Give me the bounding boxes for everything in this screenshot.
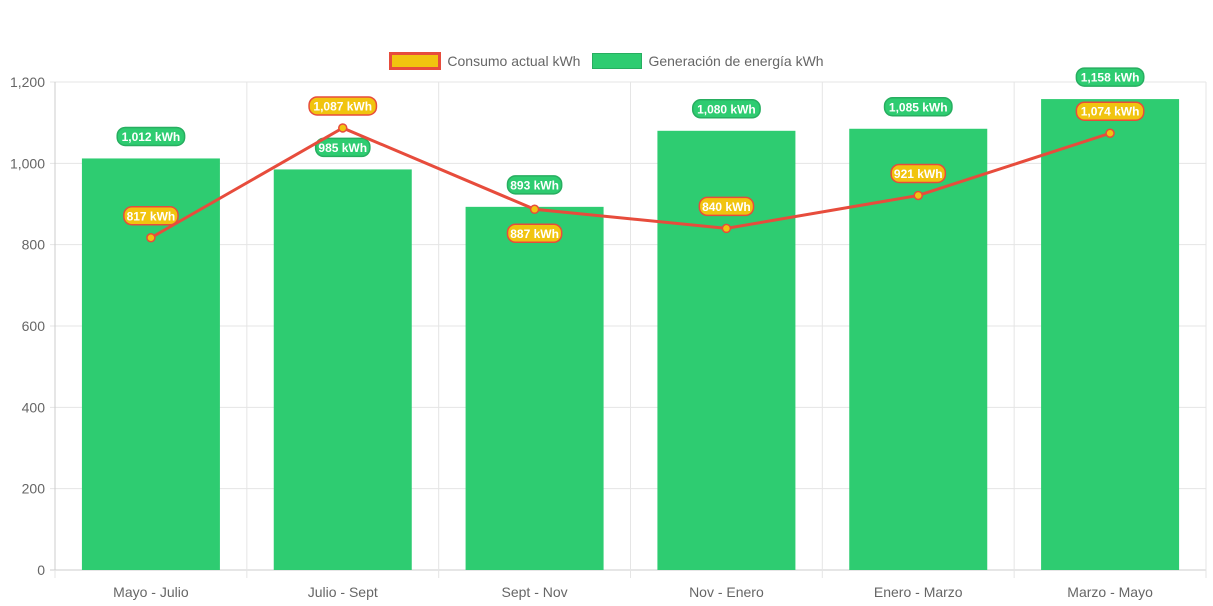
data-label: 1,080 kWh bbox=[697, 102, 756, 116]
legend-item-consumo[interactable]: Consumo actual kWh bbox=[389, 52, 580, 70]
line-point bbox=[529, 204, 540, 215]
y-tick-label: 600 bbox=[22, 318, 46, 334]
legend-label: Generación de energía kWh bbox=[648, 53, 824, 69]
x-tick-label: Mayo - Julio bbox=[113, 584, 189, 600]
data-label-bg bbox=[890, 163, 947, 184]
data-label: 817 kWh bbox=[127, 209, 176, 223]
data-label: 1,012 kWh bbox=[122, 130, 181, 144]
data-label-bg bbox=[883, 97, 953, 117]
data-label-bg bbox=[691, 99, 761, 119]
line-series bbox=[150, 126, 1111, 240]
line-point bbox=[1105, 128, 1115, 138]
legend-swatch bbox=[389, 52, 442, 70]
line-point bbox=[721, 223, 732, 234]
line-point bbox=[146, 233, 156, 243]
legend-swatch bbox=[592, 53, 643, 69]
data-label: 840 kWh bbox=[702, 200, 751, 214]
data-label: 1,087 kWh bbox=[313, 99, 372, 113]
legend-item-generacion[interactable]: Generación de energía kWh bbox=[592, 52, 824, 70]
data-label-bg bbox=[123, 206, 179, 226]
x-tick-label: Enero - Marzo bbox=[874, 584, 963, 600]
legend: Consumo actual kWh Generación de energía… bbox=[0, 52, 1213, 70]
data-label-bg bbox=[506, 175, 563, 195]
bar bbox=[81, 158, 220, 570]
y-tick-label: 1,000 bbox=[10, 155, 45, 171]
data-label-bg bbox=[314, 137, 371, 158]
data-label-bg bbox=[506, 223, 563, 244]
data-label: 1,158 kWh bbox=[1081, 71, 1140, 85]
y-tick-label: 0 bbox=[37, 562, 45, 578]
bar bbox=[273, 169, 412, 570]
data-label-bg bbox=[698, 196, 755, 217]
data-label: 921 kWh bbox=[894, 167, 943, 181]
y-tick-label: 200 bbox=[22, 481, 46, 497]
data-label: 1,074 kWh bbox=[1081, 105, 1140, 119]
line-point bbox=[338, 123, 348, 133]
y-tick-label: 400 bbox=[22, 399, 46, 415]
data-label-bg bbox=[1075, 67, 1145, 87]
legend-label: Consumo actual kWh bbox=[447, 53, 581, 69]
data-label-bg bbox=[308, 96, 378, 116]
data-label-bg bbox=[116, 126, 186, 147]
data-label: 985 kWh bbox=[318, 141, 367, 155]
x-tick-label: Nov - Enero bbox=[689, 584, 764, 600]
x-tick-label: Marzo - Mayo bbox=[1067, 584, 1153, 600]
data-label: 887 kWh bbox=[510, 227, 559, 241]
data-label: 893 kWh bbox=[510, 178, 559, 192]
bar bbox=[1041, 99, 1180, 570]
x-tick-label: Sept - Nov bbox=[502, 584, 568, 600]
data-label-bg bbox=[1075, 101, 1145, 121]
y-tick-label: 800 bbox=[22, 237, 46, 253]
line-point bbox=[913, 190, 923, 201]
data-label: 1,085 kWh bbox=[889, 100, 948, 114]
x-tick-label: Julio - Sept bbox=[308, 584, 378, 600]
y-tick-label: 1,200 bbox=[10, 74, 45, 90]
bar bbox=[465, 206, 604, 570]
